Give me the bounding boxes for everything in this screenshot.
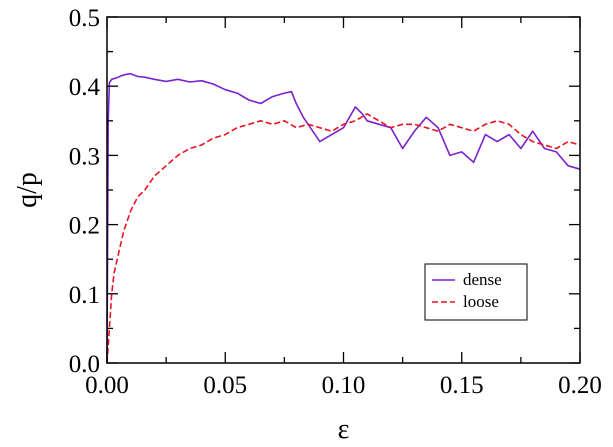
x-tick-label: 0.05 [203,372,247,399]
x-axis-label: ε [338,414,350,445]
x-tick-label: 0.10 [322,372,366,399]
legend-label-loose: loose [463,292,499,311]
legend-label-dense: dense [463,270,502,289]
series-line-loose [106,113,581,364]
y-tick-label: 0.5 [69,5,100,32]
series-layer [106,72,581,364]
y-tick-label: 0.1 [69,282,100,309]
legend: dense loose [424,263,528,321]
x-tick-label: 0.20 [558,372,602,399]
y-axis-label: q/p [12,172,43,208]
y-tick-label: 0.2 [69,213,100,240]
series-line-dense [106,72,581,364]
y-tick-label: 0.3 [69,143,100,170]
legend-box [424,263,528,321]
x-tick-label: 0.00 [85,372,129,399]
x-tick-label: 0.15 [440,372,484,399]
ticks-layer: 0.00 0.05 0.10 0.15 0.20 0.0 0.1 0.2 0.3 0.4 0.5 [69,5,602,399]
y-tick-label: 0.4 [69,74,101,101]
y-tick-label: 0.0 [69,351,100,378]
